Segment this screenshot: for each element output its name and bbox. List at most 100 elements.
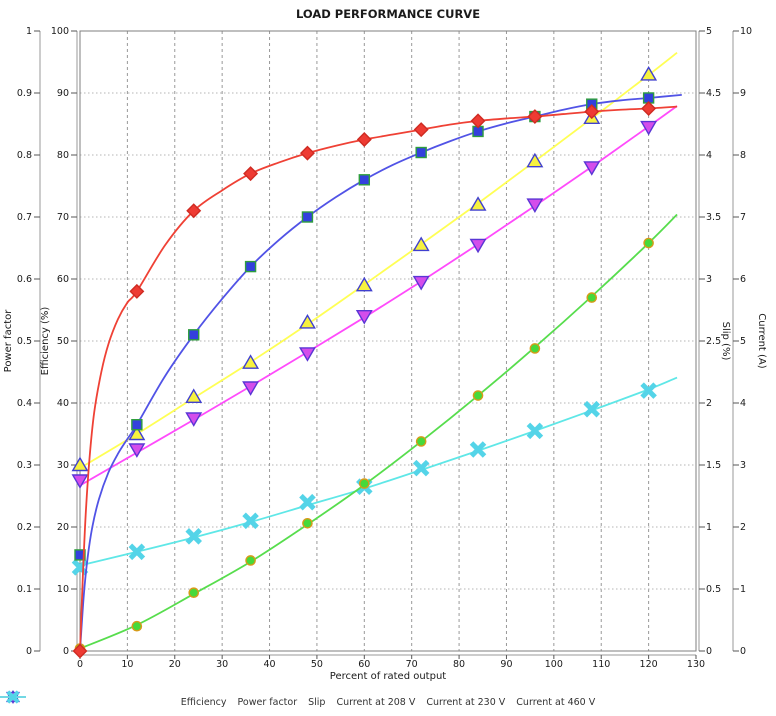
series-current-at-460-v bbox=[71, 376, 678, 576]
slip-axis-label: 1.5 bbox=[706, 460, 721, 471]
data-point bbox=[527, 109, 543, 125]
data-point bbox=[412, 275, 430, 291]
slip-axis-label: 3.5 bbox=[706, 212, 721, 223]
data-point bbox=[131, 419, 143, 431]
data-point bbox=[526, 422, 544, 440]
data-point bbox=[584, 104, 600, 120]
data-point bbox=[583, 161, 601, 176]
data-point bbox=[6, 690, 20, 704]
power-factor-axis: 0 0.1 0.2 0.3 0.4 0.5 0.6 0.7 0.8 0.9 1 bbox=[17, 26, 41, 657]
current-axis-label: 8 bbox=[740, 150, 746, 161]
series-current-at-208-v bbox=[71, 51, 678, 472]
efficiency-axis-label: 100 bbox=[51, 26, 69, 37]
data-point bbox=[128, 543, 146, 561]
data-point bbox=[640, 66, 658, 81]
data-point bbox=[583, 400, 601, 418]
legend-item-current-at-208-v: Current at 208 V bbox=[0, 690, 415, 708]
power-factor-axis-label: 0.1 bbox=[17, 584, 32, 595]
x-axis-title: Percent of rated output bbox=[330, 671, 447, 682]
slip-axis-label: 2.5 bbox=[706, 336, 721, 347]
current-axis-label: 7 bbox=[740, 212, 746, 223]
efficiency-axis-label: 20 bbox=[57, 522, 69, 533]
x-axis-label: 100 bbox=[545, 659, 563, 670]
data-point bbox=[526, 152, 544, 168]
data-point bbox=[186, 203, 202, 219]
x-axis-label: 40 bbox=[263, 659, 275, 670]
data-point bbox=[641, 101, 657, 116]
data-point bbox=[298, 347, 316, 362]
x-axis-label: 30 bbox=[216, 659, 228, 670]
legend-item-current-at-230-v: Current at 230 V bbox=[0, 691, 505, 708]
efficiency-axis-label: 80 bbox=[57, 150, 69, 161]
x-axis-label: 120 bbox=[640, 659, 658, 670]
power-factor-axis-label: 1 bbox=[26, 26, 32, 37]
efficiency-axis-label: 60 bbox=[57, 274, 69, 285]
data-point bbox=[185, 528, 202, 545]
axis-title-power-factor: Power factor bbox=[3, 309, 14, 373]
data-point bbox=[643, 237, 654, 249]
power-factor-axis-label: 0.2 bbox=[17, 522, 32, 533]
current-axis-label: 10 bbox=[740, 26, 752, 37]
data-point bbox=[74, 549, 86, 561]
efficiency-axis-label: 40 bbox=[57, 398, 69, 409]
x-axis-label: 130 bbox=[687, 659, 705, 670]
data-point bbox=[71, 456, 89, 472]
current-axis: 0 1 2 3 4 5 6 7 8 9 10 bbox=[732, 26, 752, 657]
current-axis-label: 2 bbox=[740, 522, 746, 533]
data-point bbox=[128, 425, 146, 441]
x-axis-label: 20 bbox=[169, 659, 181, 670]
data-point bbox=[415, 436, 427, 447]
efficiency-axis-label: 50 bbox=[57, 336, 69, 347]
power-factor-axis-label: 0.7 bbox=[17, 212, 32, 223]
efficiency-axis: 0 10 20 30 40 50 60 70 80 90 100 bbox=[51, 26, 78, 657]
data-point bbox=[71, 474, 89, 489]
slip-axis-label: 4 bbox=[706, 150, 712, 161]
series-line-efficiency bbox=[79, 105, 678, 652]
current-axis-label: 5 bbox=[740, 336, 746, 347]
power-factor-axis-label: 0.8 bbox=[17, 150, 32, 161]
plot-border bbox=[79, 30, 697, 652]
data-point bbox=[299, 493, 316, 511]
power-factor-axis-label: 0.6 bbox=[17, 274, 32, 285]
slip-axis-label: 1 bbox=[706, 522, 712, 533]
legend-item-current-at-460-v: Current at 460 V bbox=[0, 690, 595, 708]
data-point bbox=[242, 381, 260, 396]
slip-axis-label: 2 bbox=[706, 398, 712, 409]
current-axis-label: 9 bbox=[740, 88, 746, 99]
data-point bbox=[470, 113, 486, 129]
data-point bbox=[640, 382, 657, 399]
data-point bbox=[359, 478, 370, 489]
current-axis-label: 1 bbox=[740, 584, 746, 595]
data-point bbox=[412, 459, 430, 477]
efficiency-axis-label: 10 bbox=[57, 584, 69, 595]
data-point bbox=[128, 443, 146, 458]
data-point bbox=[72, 643, 88, 659]
data-point bbox=[71, 559, 89, 576]
data-point bbox=[356, 132, 372, 147]
slip-axis-label: 4.5 bbox=[706, 88, 721, 99]
current-axis-label: 3 bbox=[740, 460, 746, 471]
series-power-factor bbox=[74, 92, 682, 652]
x-axis-label: 10 bbox=[121, 659, 133, 670]
current-axis-label: 6 bbox=[740, 274, 746, 285]
data-point bbox=[302, 517, 313, 529]
legend: Efficiency Power factor Slip Current at 208… bbox=[0, 690, 776, 714]
data-point bbox=[131, 620, 143, 632]
efficiency-axis-label: 30 bbox=[57, 460, 69, 471]
data-point bbox=[415, 146, 427, 159]
legend-item-slip: Slip bbox=[0, 692, 326, 708]
legend-label: Slip bbox=[308, 696, 326, 708]
data-point bbox=[242, 354, 260, 369]
data-point bbox=[469, 196, 487, 211]
data-point bbox=[412, 236, 430, 252]
slip-axis-label: 0 bbox=[706, 646, 712, 657]
efficiency-axis-label: 90 bbox=[57, 88, 69, 99]
axis-title-slip: Slip (%) bbox=[720, 322, 731, 361]
data-point bbox=[245, 555, 256, 566]
data-point bbox=[469, 441, 487, 458]
data-point bbox=[185, 388, 203, 403]
x-axis-label: 90 bbox=[500, 659, 512, 670]
x-axis: 0 10 20 30 40 50 60 70 80 90 100 110 120 130 bbox=[77, 654, 705, 670]
